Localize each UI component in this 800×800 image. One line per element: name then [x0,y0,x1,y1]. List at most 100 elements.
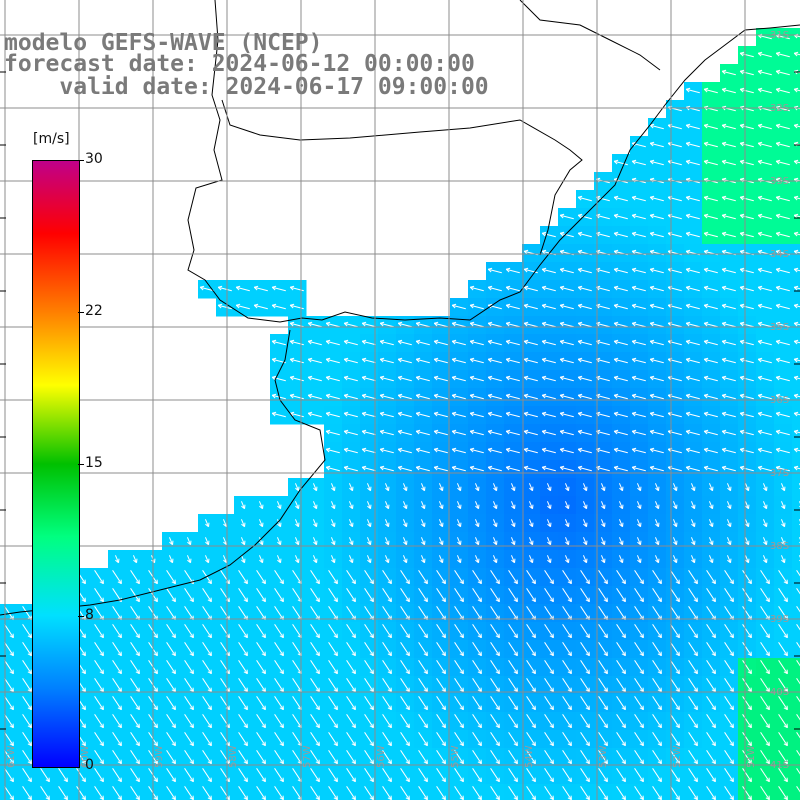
wind-arrow [739,141,754,148]
wind-arrow [582,483,588,492]
wind-arrow [508,624,518,639]
wind-arrow [346,714,356,729]
wind-arrow [616,660,626,675]
wind-arrow [505,267,520,274]
wind-arrow [490,624,500,639]
wind-arrow [361,429,376,436]
wind-arrow [739,321,754,328]
wind-arrow [325,465,340,472]
wind-arrow [346,768,356,783]
wind-arrow [631,303,646,310]
wind-arrow [652,678,662,693]
wind-arrow [760,570,770,585]
wind-arrow [454,714,464,729]
wind-arrow [780,501,786,510]
wind-arrow [670,768,680,783]
wind-arrow [364,714,374,729]
wind-arrow [685,375,700,382]
wind-arrow [454,624,464,639]
wind-arrow [474,501,480,510]
wind-arrow [343,447,358,454]
wind-arrow [184,660,194,675]
lat-label: 34S [770,249,789,260]
wind-arrow [253,303,268,310]
wind-arrow [796,624,800,631]
wind-arrow [415,465,430,472]
wind-arrow [94,642,104,657]
wind-arrow [690,519,696,528]
wind-arrow [220,678,230,693]
wind-arrow [598,678,608,693]
wind-arrow [256,696,266,711]
wind-arrow [724,660,734,675]
wind-arrow [721,447,736,454]
wind-arrow [613,465,628,472]
wind-arrow [685,123,700,130]
wind-arrow [634,678,644,693]
wind-cell [774,784,793,800]
wind-arrow [112,696,122,711]
wind-arrow [616,570,626,585]
wind-arrow [487,465,502,472]
wind-cell [558,784,577,800]
wind-arrow [541,285,556,292]
wind-arrow [510,555,516,564]
wind-arrow [775,303,790,310]
wind-arrow [775,393,790,400]
wind-arrow [793,87,800,93]
wind-arrow [418,678,428,693]
wind-arrow [307,339,322,346]
wind-arrow [400,588,410,603]
wind-arrow [508,660,518,675]
wind-arrow [58,768,68,783]
wind-arrow [559,267,574,274]
wind-arrow [505,447,520,454]
wind-arrow [168,555,174,564]
wind-arrow [454,678,464,693]
wind-arrow [649,393,664,400]
wind-arrow [382,660,392,675]
wind-arrow [652,642,662,657]
wind-arrow [330,537,336,546]
wind-arrow [580,696,590,711]
wind-cell [666,784,685,800]
wind-cell [792,568,800,587]
wind-arrow [472,750,482,765]
wind-arrow [130,570,140,585]
wind-arrow [778,588,788,603]
lat-label: 37S [770,468,789,479]
wind-arrow [289,285,304,292]
wind-arrow [544,678,554,693]
wind-arrow [276,555,282,564]
wind-arrow [346,732,356,747]
wind-arrow [721,69,736,76]
wind-arrow [739,303,754,310]
wind-arrow [541,447,556,454]
wind-arrow [526,624,536,639]
wind-cell [792,730,800,749]
wind-cell [648,784,667,800]
wind-arrow [793,375,800,381]
wind-arrow [757,69,772,76]
wind-arrow [742,750,752,765]
wind-cell [792,640,800,659]
wind-arrow [757,195,772,202]
wind-arrow [4,786,14,800]
wind-arrow [562,588,572,603]
wind-arrow [456,519,462,528]
wind-arrow [523,267,538,274]
wind-arrow [546,537,552,546]
wind-arrow [685,267,700,274]
wind-arrow [307,321,322,328]
wind-arrow [726,483,732,492]
wind-arrow [634,660,644,675]
wind-arrow [757,141,772,148]
lat-label: 33S [770,176,789,187]
wind-arrow [706,678,716,693]
wind-arrow [649,123,664,130]
wind-arrow [58,786,68,800]
wind-arrow [652,588,662,603]
wind-arrow [490,750,500,765]
wind-arrow [739,429,754,436]
wind-arrow [685,411,700,418]
